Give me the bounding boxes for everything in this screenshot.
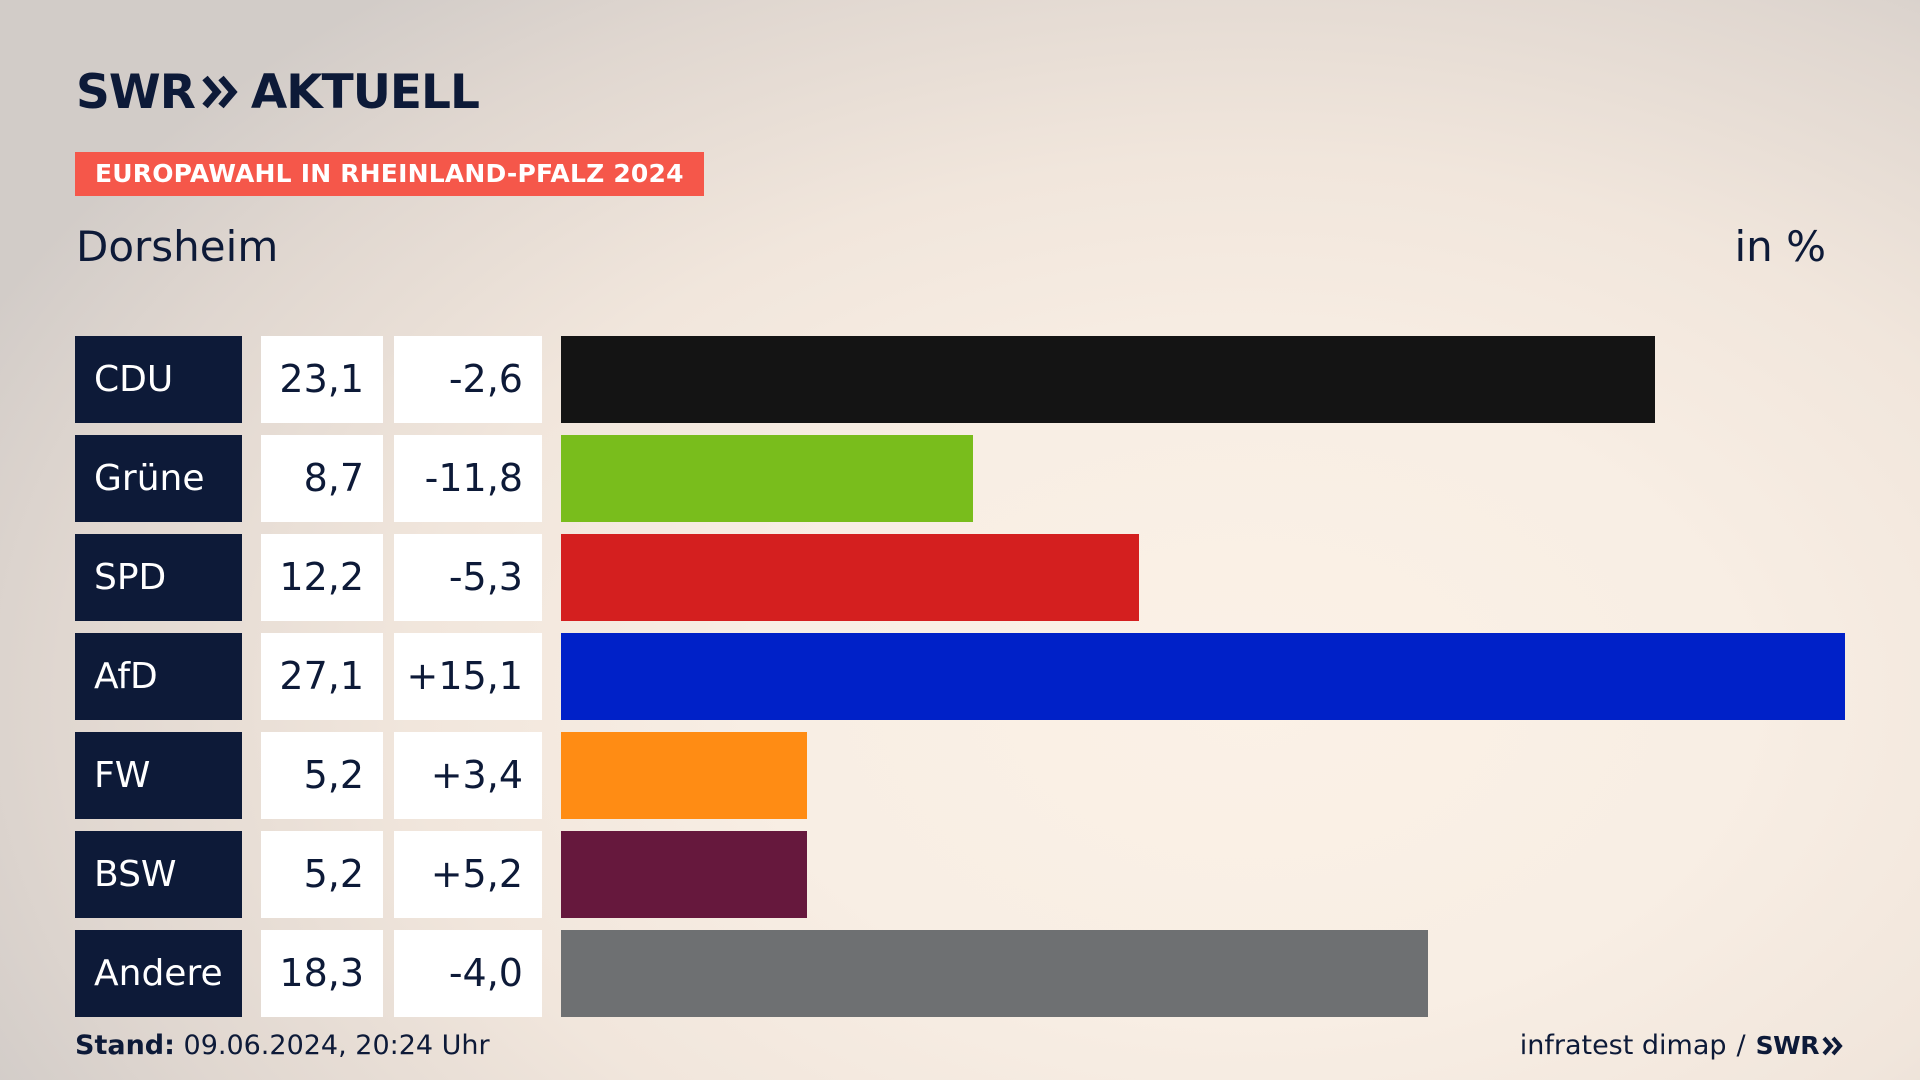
- chart-row: CDU 23,1 -2,6: [75, 336, 1855, 423]
- result-bar: [561, 336, 1655, 423]
- vote-share-label: 5,2: [261, 732, 383, 819]
- vote-share-label: 27,1: [261, 633, 383, 720]
- chart-row: AfD 27,1 +15,1: [75, 633, 1855, 720]
- double-chevron-icon: [201, 74, 241, 110]
- chart-row: FW 5,2 +3,4: [75, 732, 1855, 819]
- stand-value: 09.06.2024, 20:24 Uhr: [183, 1030, 490, 1061]
- result-bar: [561, 930, 1428, 1017]
- unit-label: in %: [1734, 222, 1826, 271]
- vote-share-label: 23,1: [261, 336, 383, 423]
- chart-row: Grüne 8,7 -11,8: [75, 435, 1855, 522]
- source-name: infratest dimap: [1519, 1030, 1727, 1061]
- party-label: SPD: [75, 534, 242, 621]
- timestamp: Stand: 09.06.2024, 20:24 Uhr: [75, 1030, 490, 1061]
- source-brand: SWR: [1755, 1031, 1820, 1060]
- swr-aktuell-logo: SWR AKTUELL: [76, 64, 480, 120]
- result-bar: [561, 633, 1845, 720]
- swr-mini-logo: SWR: [1756, 1031, 1844, 1060]
- vote-share-label: 12,2: [261, 534, 383, 621]
- vote-share-label: 18,3: [261, 930, 383, 1017]
- vote-share-label: 8,7: [261, 435, 383, 522]
- party-label: FW: [75, 732, 242, 819]
- brand-suffix: AKTUELL: [250, 64, 480, 120]
- change-label: -11,8: [394, 435, 542, 522]
- result-bar: [561, 732, 807, 819]
- stand-label: Stand:: [75, 1030, 175, 1061]
- source-credit: infratest dimap / SWR: [1520, 1030, 1844, 1061]
- location-title: Dorsheim: [76, 222, 279, 271]
- brand-name: SWR: [76, 64, 196, 120]
- chart-row: SPD 12,2 -5,3: [75, 534, 1855, 621]
- party-label: CDU: [75, 336, 242, 423]
- party-label: AfD: [75, 633, 242, 720]
- party-label: Andere: [75, 930, 242, 1017]
- result-bar: [561, 534, 1139, 621]
- result-bar: [561, 831, 807, 918]
- change-label: +15,1: [394, 633, 542, 720]
- vote-share-label: 5,2: [261, 831, 383, 918]
- chart-row: Andere 18,3 -4,0: [75, 930, 1855, 1017]
- change-label: -5,3: [394, 534, 542, 621]
- result-bar: [561, 435, 973, 522]
- change-label: +3,4: [394, 732, 542, 819]
- party-label: Grüne: [75, 435, 242, 522]
- party-label: BSW: [75, 831, 242, 918]
- election-tag: EUROPAWAHL IN RHEINLAND-PFALZ 2024: [75, 152, 704, 196]
- mini-double-chevron-icon: [1822, 1036, 1843, 1055]
- source-separator: /: [1736, 1030, 1746, 1061]
- change-label: -4,0: [394, 930, 542, 1017]
- chart-row: BSW 5,2 +5,2: [75, 831, 1855, 918]
- change-label: -2,6: [394, 336, 542, 423]
- change-label: +5,2: [394, 831, 542, 918]
